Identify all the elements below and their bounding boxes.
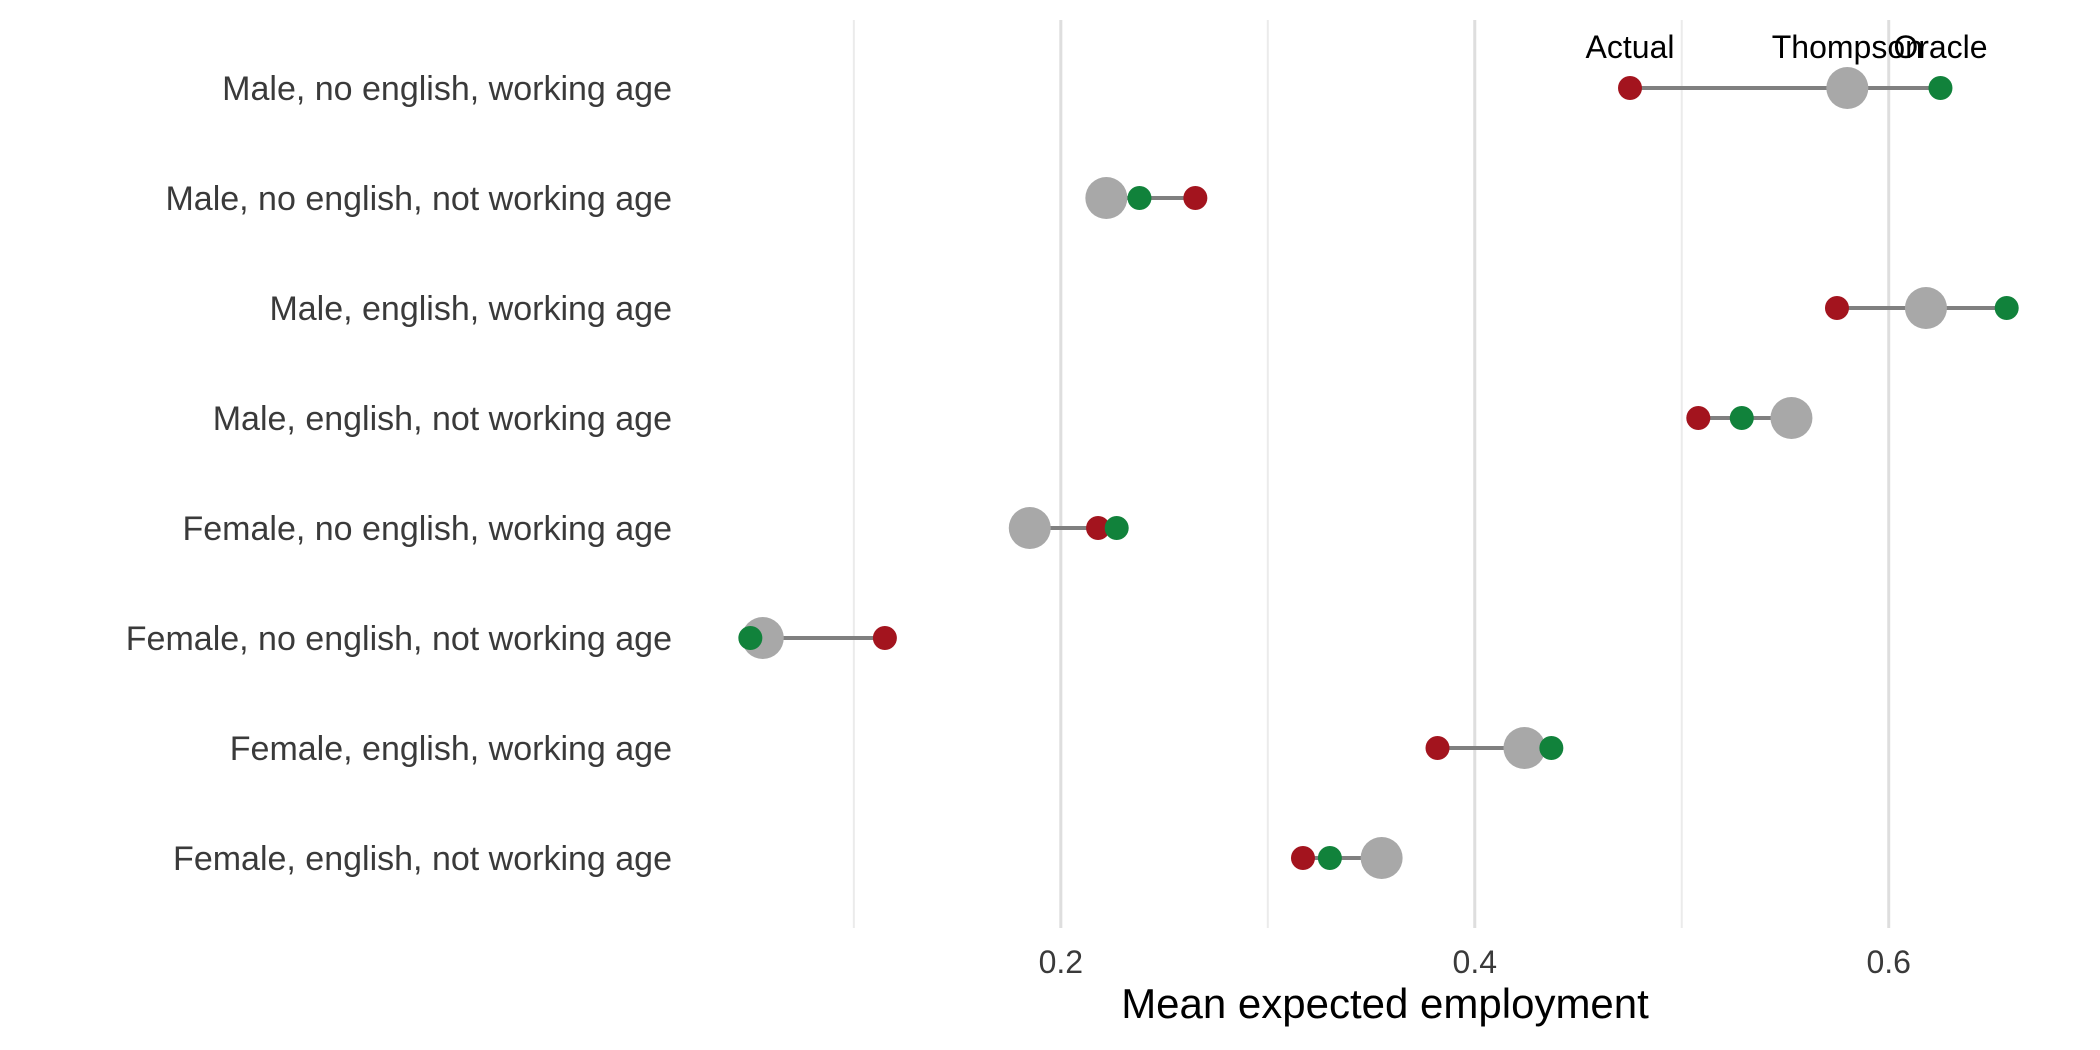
category-label-female-no-english-not-working-age: Female, no english, not working age [126, 620, 672, 658]
annotation-thompson: Thompson [1772, 29, 1923, 65]
point-thompson-1 [1826, 67, 1869, 109]
point-thompson-8 [1360, 837, 1403, 879]
x-tick-labels: 0.2 0.4 0.6 [1039, 944, 1911, 980]
point-actual-1 [1618, 76, 1642, 100]
point-actual-5 [1086, 516, 1111, 540]
data-points [738, 67, 2019, 879]
point-thompson-4 [1770, 397, 1813, 439]
category-label-female-english-not-working-age: Female, english, not working age [173, 840, 672, 878]
point-oracle-6 [738, 626, 763, 650]
point-oracle-5 [1104, 516, 1129, 540]
point-thompson-3 [1904, 287, 1947, 329]
category-label-female-english-working-age: Female, english, working age [230, 730, 672, 768]
x-tick-label-0-6: 0.6 [1866, 944, 1910, 980]
point-oracle-2 [1127, 186, 1152, 210]
point-actual-8 [1290, 846, 1315, 870]
annotation-oracle: Oracle [1893, 29, 1987, 65]
point-actual-7 [1425, 736, 1450, 760]
annotation-actual: Actual [1586, 29, 1675, 65]
point-actual-3 [1824, 296, 1849, 320]
point-oracle-4 [1729, 406, 1754, 430]
point-oracle-3 [1994, 296, 2019, 320]
category-label-male-english-working-age: Male, english, working age [269, 290, 672, 328]
x-tick-label-0-2: 0.2 [1039, 944, 1083, 980]
category-label-male-no-english-not-working-age: Male, no english, not working age [165, 180, 672, 218]
point-actual-6 [872, 626, 897, 650]
category-label-female-no-english-working-age: Female, no english, working age [183, 510, 673, 548]
category-labels: Male, no english, working age Male, no en… [126, 70, 672, 878]
point-actual-2 [1183, 186, 1208, 210]
point-oracle-8 [1317, 846, 1342, 870]
x-axis-title: Mean expected employment [1121, 980, 1649, 1027]
point-oracle-7 [1539, 736, 1564, 760]
gridlines [852, 20, 1891, 928]
point-oracle-1 [1928, 76, 1953, 100]
category-label-male-no-english-working-age: Male, no english, working age [222, 70, 672, 108]
point-thompson-2 [1085, 177, 1128, 219]
point-thompson-7 [1503, 727, 1546, 769]
dumbbell-segments [750, 86, 2007, 860]
x-tick-label-0-4: 0.4 [1453, 944, 1497, 980]
point-thompson-5 [1008, 507, 1051, 549]
point-actual-4 [1686, 406, 1711, 430]
category-label-male-english-not-working-age: Male, english, not working age [213, 400, 672, 438]
